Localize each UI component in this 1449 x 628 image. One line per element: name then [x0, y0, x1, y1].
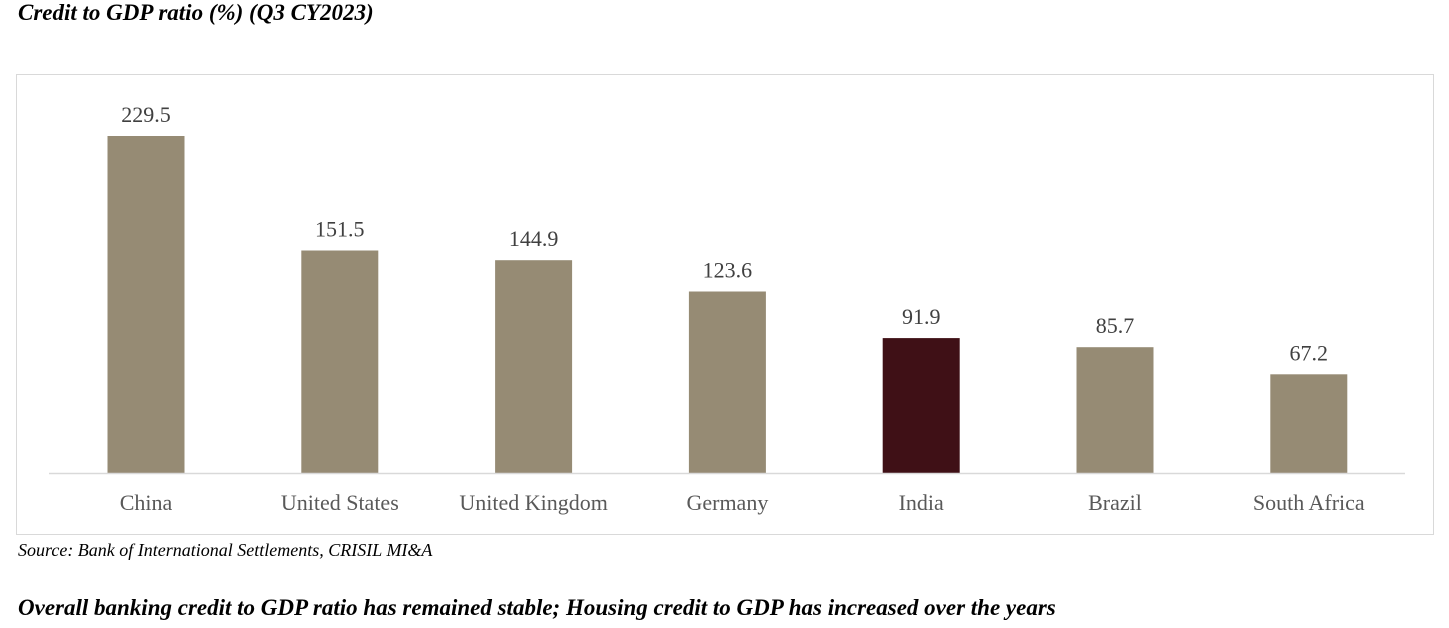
category-label: India — [899, 490, 944, 515]
category-label: United Kingdom — [459, 490, 608, 515]
data-label: 229.5 — [121, 102, 171, 127]
chart-frame: 229.5 China 151.5 United States 144.9 United … — [16, 74, 1434, 535]
bar-brazil — [1076, 347, 1154, 473]
data-label: 123.6 — [703, 258, 753, 283]
bar-china — [107, 136, 185, 473]
bar-united-kingdom — [495, 260, 573, 473]
bar-chart: 229.5 China 151.5 United States 144.9 United … — [49, 102, 1405, 515]
category-label: United States — [281, 490, 399, 515]
data-label: 151.5 — [315, 217, 365, 242]
chart-title: Credit to GDP ratio (%) (Q3 CY2023) — [18, 0, 374, 25]
data-label: 85.7 — [1096, 313, 1135, 338]
category-label: China — [120, 490, 173, 515]
bar-south-africa — [1270, 374, 1348, 473]
category-label: South Africa — [1253, 490, 1365, 515]
bar-india — [882, 338, 960, 473]
bar-united-states — [301, 250, 379, 473]
data-label: 91.9 — [902, 304, 941, 329]
data-label: 67.2 — [1290, 340, 1329, 365]
bar-germany — [688, 291, 766, 473]
data-label: 144.9 — [509, 226, 559, 251]
category-label: Brazil — [1088, 490, 1142, 515]
section-subheading: Overall banking credit to GDP ratio has … — [18, 595, 1056, 620]
source-note: Source: Bank of International Settlement… — [18, 540, 433, 560]
category-label: Germany — [686, 490, 768, 515]
